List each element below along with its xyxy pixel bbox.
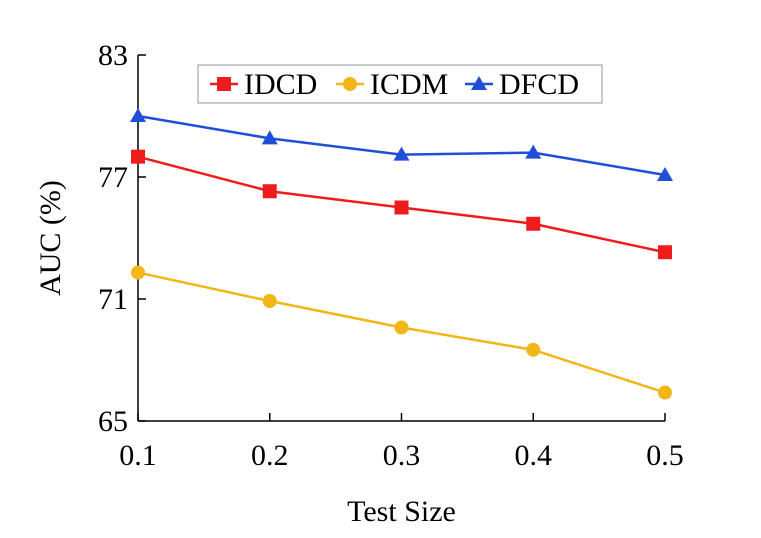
data-point-dfcd — [393, 146, 410, 161]
legend-label-icdm: ICDM — [370, 68, 448, 101]
legend-item-icdm: ICDM — [336, 68, 448, 101]
data-point-idcd — [658, 245, 672, 260]
y-tick-label: 83 — [98, 39, 128, 72]
data-point-dfcd — [130, 108, 146, 122]
y-tick-label: 71 — [98, 283, 128, 316]
legend-marker-icdm — [343, 77, 357, 91]
x-axis-title: Test Size — [347, 495, 456, 528]
legend-label-idcd: IDCD — [244, 68, 317, 101]
data-point-icdm — [262, 294, 277, 309]
data-point-idcd — [394, 200, 409, 215]
legend-label-dfcd: DFCD — [499, 68, 579, 101]
data-point-dfcd — [261, 130, 278, 145]
legend-marker-idcd — [217, 77, 231, 91]
legend-item-idcd: IDCD — [210, 68, 317, 101]
series-icdm — [131, 265, 672, 400]
x-tick-label: 0.5 — [646, 439, 684, 472]
y-axis-title: AUC (%) — [34, 180, 67, 296]
series-layer — [130, 108, 673, 400]
legend-item-dfcd: DFCD — [465, 68, 579, 101]
data-point-dfcd — [657, 166, 673, 181]
data-point-idcd — [131, 149, 145, 164]
data-point-icdm — [394, 320, 409, 335]
y-tick-label: 77 — [98, 161, 128, 194]
y-axis: 65 71 77 83 — [98, 39, 146, 438]
y-tick-label: 65 — [98, 405, 128, 438]
x-tick-label: 0.2 — [251, 439, 289, 472]
x-tick-label: 0.4 — [515, 439, 553, 472]
legend-marker-dfcd — [471, 76, 487, 90]
data-point-idcd — [262, 184, 277, 199]
x-axis: 0.1 0.2 0.3 0.4 0.5 — [119, 413, 684, 472]
series-line-dfcd — [137, 114, 666, 177]
data-point-icdm — [658, 385, 672, 400]
legend-box — [197, 64, 603, 104]
x-tick-label: 0.3 — [383, 439, 421, 472]
series-dfcd — [130, 108, 673, 181]
series-idcd — [131, 149, 672, 260]
x-tick-label: 0.1 — [119, 439, 157, 472]
data-point-idcd — [526, 216, 541, 231]
data-point-icdm — [131, 265, 145, 280]
data-point-dfcd — [525, 144, 542, 159]
legend: IDCD ICDM DFCD — [197, 64, 603, 104]
data-point-icdm — [526, 342, 541, 357]
